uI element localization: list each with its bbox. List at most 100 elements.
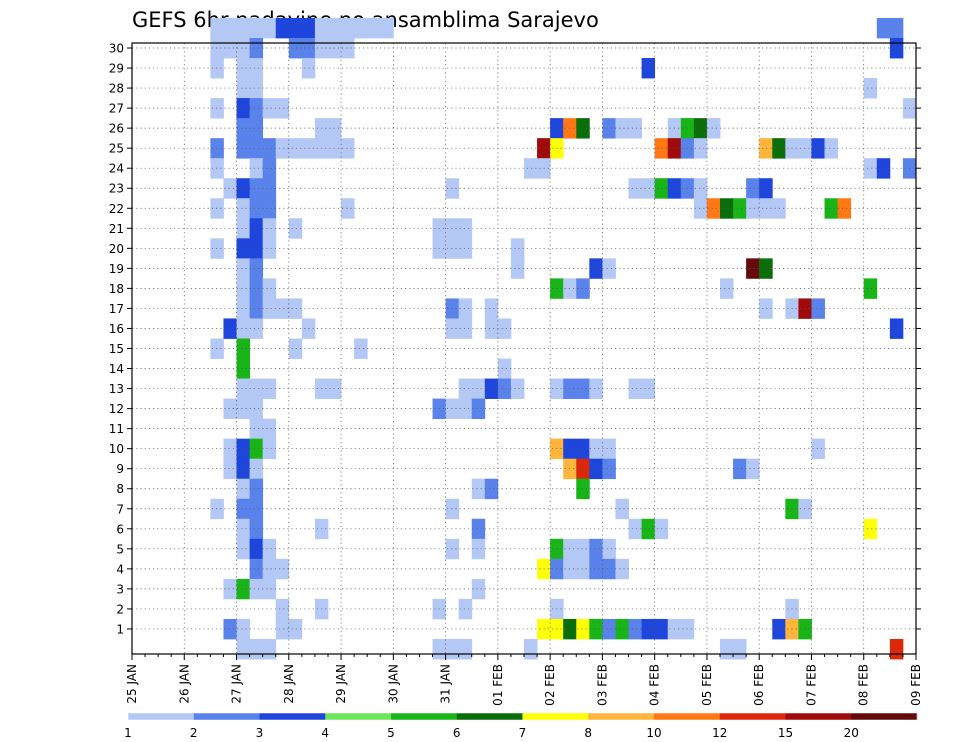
precip-cell bbox=[367, 17, 394, 39]
precip-cell bbox=[458, 378, 486, 399]
precip-cell bbox=[484, 298, 499, 319]
precip-cell bbox=[537, 618, 564, 640]
precip-cell bbox=[262, 17, 277, 39]
y-tick-label: 16 bbox=[109, 322, 124, 336]
precip-cell bbox=[497, 358, 512, 379]
precip-cell bbox=[223, 458, 237, 480]
precip-cell bbox=[223, 17, 237, 39]
y-tick-label: 1 bbox=[116, 622, 124, 636]
precipitation-cells bbox=[210, 17, 917, 660]
colorbar-label: 10 bbox=[646, 726, 661, 740]
colorbar-swatch bbox=[325, 713, 392, 720]
colorbar-label: 8 bbox=[584, 726, 592, 740]
precip-cell bbox=[863, 78, 878, 99]
y-tick-label: 2 bbox=[116, 602, 124, 616]
precip-cell bbox=[811, 298, 825, 319]
precip-cell bbox=[615, 558, 629, 580]
precip-cell bbox=[602, 258, 616, 279]
precip-cell bbox=[249, 218, 264, 239]
precip-cell bbox=[249, 98, 264, 119]
precip-cell bbox=[249, 538, 264, 560]
precip-cell bbox=[628, 518, 642, 540]
precip-cell bbox=[275, 618, 303, 640]
precip-cell bbox=[563, 378, 590, 399]
precip-cell bbox=[733, 458, 747, 480]
precip-cell bbox=[811, 438, 825, 460]
precip-cell bbox=[275, 17, 316, 39]
precip-cell bbox=[589, 378, 603, 399]
colorbar-label: 6 bbox=[453, 726, 461, 740]
precip-cell bbox=[706, 118, 721, 139]
x-tick-label: 31 JAN bbox=[439, 664, 453, 704]
precip-cell bbox=[524, 638, 538, 660]
precip-cell bbox=[759, 258, 773, 279]
x-tick-label: 09 FEB bbox=[909, 664, 923, 706]
precip-cell bbox=[432, 638, 473, 660]
precip-cell bbox=[720, 198, 734, 219]
precip-cell bbox=[236, 98, 250, 119]
precip-cell bbox=[759, 198, 786, 219]
precip-cell bbox=[471, 518, 486, 540]
precip-cell bbox=[236, 278, 250, 299]
precip-cell bbox=[236, 478, 250, 500]
precip-cell bbox=[602, 458, 616, 480]
y-tick-label: 26 bbox=[109, 122, 124, 136]
precip-cell bbox=[746, 258, 760, 279]
precip-cell bbox=[249, 478, 264, 500]
precip-cell bbox=[314, 118, 342, 139]
precip-cell bbox=[811, 138, 825, 159]
precip-cell bbox=[693, 178, 708, 199]
y-tick-label: 9 bbox=[116, 462, 124, 476]
precip-cell bbox=[458, 298, 473, 319]
precip-cell bbox=[484, 478, 499, 500]
y-tick-label: 11 bbox=[109, 422, 124, 436]
precip-cell bbox=[236, 618, 250, 640]
y-tick-label: 7 bbox=[116, 502, 124, 516]
precip-cell bbox=[589, 258, 603, 279]
y-tick-label: 28 bbox=[109, 82, 124, 96]
precip-cell bbox=[693, 138, 708, 159]
x-tick-label: 06 FEB bbox=[752, 664, 766, 706]
precip-cell bbox=[759, 138, 773, 159]
precip-cell bbox=[576, 278, 590, 299]
precip-cell bbox=[236, 298, 250, 319]
y-tick-label: 30 bbox=[109, 42, 124, 56]
precip-cell bbox=[497, 378, 512, 399]
y-tick-label: 10 bbox=[109, 442, 124, 456]
precip-cell bbox=[576, 118, 590, 139]
precip-cell bbox=[471, 538, 486, 560]
colorbar-label: 1 bbox=[124, 726, 132, 740]
precip-cell bbox=[602, 538, 616, 560]
precip-cell bbox=[223, 398, 264, 420]
precip-cell bbox=[249, 518, 264, 540]
colorbar-swatch bbox=[785, 713, 852, 720]
precip-cell bbox=[236, 518, 250, 540]
precip-cell bbox=[746, 458, 760, 480]
colorbar-swatch bbox=[851, 713, 918, 720]
y-tick-label: 3 bbox=[116, 582, 124, 596]
precip-cell bbox=[236, 358, 250, 379]
precip-cell bbox=[524, 158, 551, 179]
colorbar-swatch bbox=[719, 713, 786, 720]
precip-cell bbox=[236, 17, 250, 39]
x-axis-dates: 25 JAN 26 JAN 27 JAN 28 JAN 29 JAN 30 JAN 31 J… bbox=[125, 654, 923, 706]
y-tick-label: 22 bbox=[109, 202, 124, 216]
y-tick-label: 18 bbox=[109, 282, 124, 296]
y-tick-label: 4 bbox=[116, 562, 124, 576]
precip-cell bbox=[236, 498, 250, 520]
precip-cell bbox=[706, 198, 721, 219]
precip-cell bbox=[354, 338, 368, 359]
precip-cell bbox=[563, 538, 590, 560]
precip-cell bbox=[876, 158, 891, 179]
precip-cell bbox=[262, 158, 277, 179]
precip-cell bbox=[288, 338, 303, 359]
precip-cell bbox=[262, 298, 303, 319]
colorbar-label: 20 bbox=[844, 726, 859, 740]
precip-cell bbox=[223, 578, 237, 600]
precip-cell bbox=[471, 478, 486, 500]
x-tick-label: 02 FEB bbox=[543, 664, 557, 706]
colorbar-swatch bbox=[588, 713, 655, 720]
x-tick-label: 04 FEB bbox=[648, 664, 662, 706]
precip-cell bbox=[314, 378, 342, 399]
